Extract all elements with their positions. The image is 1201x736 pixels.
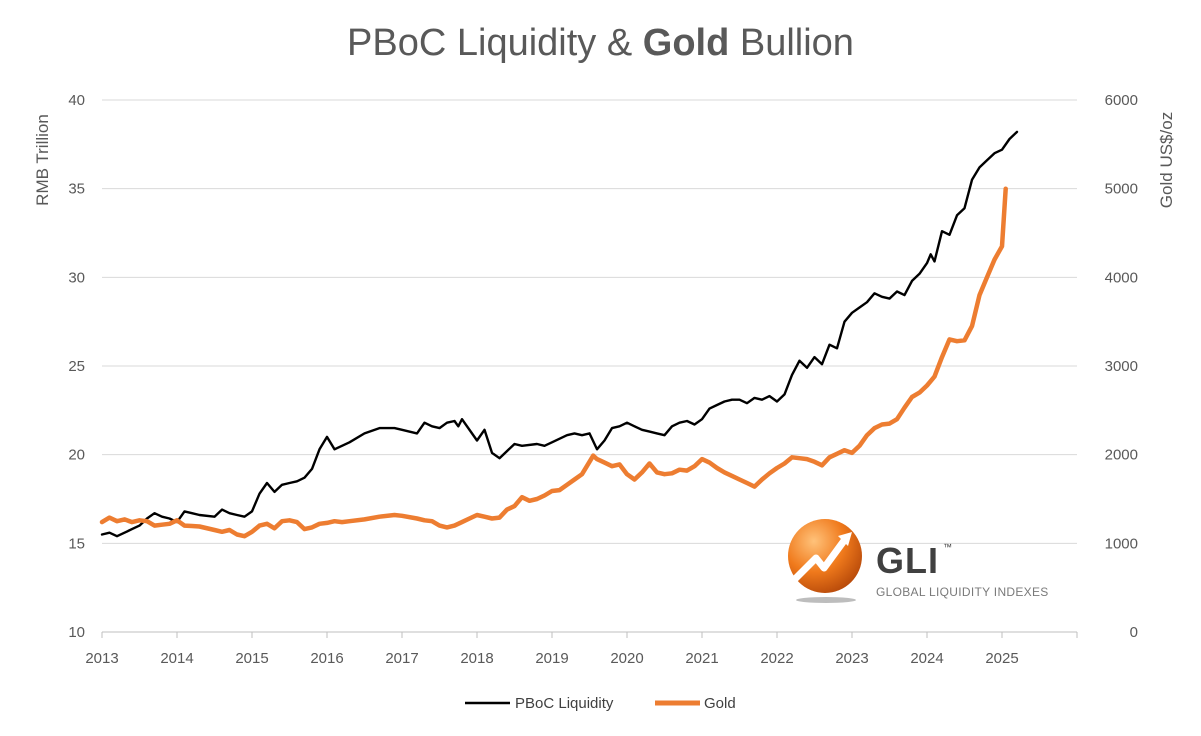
legend: PBoC Liquidity Gold — [465, 695, 736, 712]
y-axis-left-title: RMB Trillion — [33, 114, 52, 206]
y-tick-left-2: 20 — [68, 447, 85, 464]
y-tick-left-4: 30 — [68, 269, 85, 286]
x-tick-3: 2016 — [310, 650, 343, 667]
y-tick-right-0: 0 — [1130, 624, 1138, 641]
y-axis-right-title: Gold US$/oz — [1157, 112, 1176, 208]
x-tick-2: 2015 — [235, 650, 268, 667]
series-line-gold — [99, 186, 1008, 539]
y-axis-left: 10 15 20 25 30 35 40 — [68, 92, 85, 641]
x-tick-5: 2018 — [460, 650, 493, 667]
chart-title: PBoC Liquidity & Gold Bullion — [0, 22, 1201, 65]
chart-title-part2: Bullion — [729, 22, 854, 64]
y-tick-left-6: 40 — [68, 92, 85, 109]
gli-logo-tagline: GLOBAL LIQUIDITY INDEXES — [876, 585, 1049, 599]
y-tick-right-3: 3000 — [1105, 358, 1138, 375]
y-axis-right: 0 1000 2000 3000 4000 5000 6000 — [1105, 92, 1138, 641]
x-tick-12: 2025 — [985, 650, 1018, 667]
chart-title-bold: Gold — [642, 22, 730, 64]
x-tick-4: 2017 — [385, 650, 418, 667]
x-tick-7: 2020 — [610, 650, 643, 667]
y-tick-right-4: 4000 — [1105, 269, 1138, 286]
x-tick-1: 2014 — [160, 650, 193, 667]
y-tick-left-1: 15 — [68, 535, 85, 552]
x-tick-9: 2022 — [760, 650, 793, 667]
x-tick-0: 2013 — [85, 650, 118, 667]
legend-label-pboc: PBoC Liquidity — [515, 695, 614, 712]
gli-logo: GLI ™ GLOBAL LIQUIDITY INDEXES — [786, 518, 1076, 604]
chart-title-part1: PBoC Liquidity & — [347, 22, 643, 64]
y-tick-left-3: 25 — [68, 358, 85, 375]
y-tick-left-0: 10 — [68, 624, 85, 641]
gli-logo-mark — [788, 519, 862, 603]
series-line-pboc-liquidity — [100, 130, 1019, 538]
x-axis: 2013 2014 2015 2016 2017 2018 2019 2020 2021 2022… — [85, 631, 1078, 667]
y-tick-left-5: 35 — [68, 181, 85, 198]
x-tick-6: 2019 — [535, 650, 568, 667]
y-tick-right-5: 5000 — [1105, 181, 1138, 198]
gli-logo-name: GLI — [876, 540, 939, 581]
series-layer — [99, 130, 1019, 539]
y-tick-right-1: 1000 — [1105, 535, 1138, 552]
x-tick-11: 2024 — [910, 650, 943, 667]
x-tick-10: 2023 — [835, 650, 868, 667]
legend-label-gold: Gold — [704, 695, 736, 712]
y-tick-right-2: 2000 — [1105, 447, 1138, 464]
gli-logo-trademark: ™ — [943, 542, 952, 552]
y-tick-right-6: 6000 — [1105, 92, 1138, 109]
x-tick-8: 2021 — [685, 650, 718, 667]
